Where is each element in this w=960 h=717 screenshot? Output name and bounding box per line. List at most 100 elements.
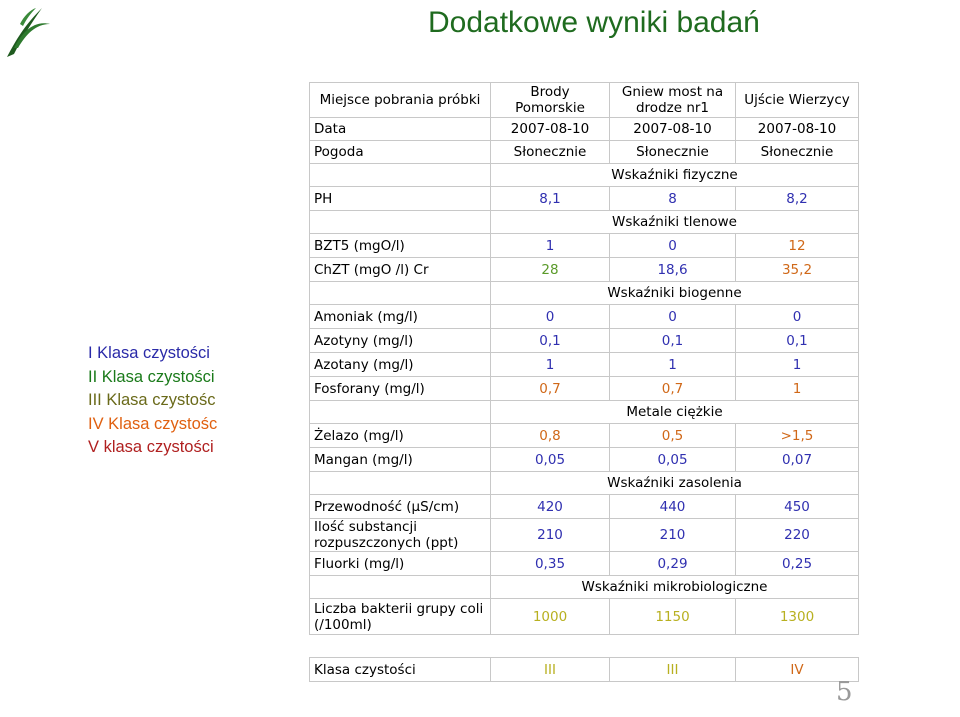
cell-value: 0,29 <box>609 551 736 576</box>
row-label: Azotany (mg/l) <box>309 352 491 377</box>
table-row: Azotyny (mg/l) 0,1 0,1 0,1 <box>309 328 859 353</box>
section-physical: Wskaźniki fizyczne <box>490 163 859 187</box>
cell-value: 1 <box>735 352 859 377</box>
cell-value: 0 <box>735 304 859 329</box>
cell-value: 210 <box>490 518 610 552</box>
header-site-brody: Brody Pomorskie <box>490 82 610 118</box>
page-number: 5 <box>836 677 853 707</box>
water-class-legend: I Klasa czystości II Klasa czystości III… <box>88 342 226 460</box>
legend-class-5: V klasa czystości <box>88 438 214 456</box>
table-row: Fluorki (mg/l) 0,35 0,29 0,25 <box>309 551 859 576</box>
cell-value: 0,1 <box>609 328 736 353</box>
cell-value: 450 <box>735 494 859 519</box>
cell-value: 1 <box>735 376 859 401</box>
cell-value: 1 <box>490 233 610 258</box>
page-title: Dodatkowe wyniki badań <box>428 6 760 39</box>
cell-value: 0,7 <box>490 376 610 401</box>
header-site-ujscie: Ujście Wierzycy <box>735 82 859 118</box>
row-label: Data <box>309 117 491 141</box>
cell-value: 0 <box>609 304 736 329</box>
cell-value: 1150 <box>609 598 736 635</box>
table-row: Klasa czystości III III IV <box>309 657 859 682</box>
cell-value: 0,8 <box>490 423 610 448</box>
cell-value: 0,1 <box>490 328 610 353</box>
cell-value: 0,05 <box>490 447 610 472</box>
cell-value: 0 <box>490 304 610 329</box>
table-row: Przewodność (μS/cm) 420 440 450 <box>309 494 859 519</box>
table-row: PH 8,1 8 8,2 <box>309 186 859 211</box>
cell-value: 8 <box>609 186 736 211</box>
cell-value: 210 <box>609 518 736 552</box>
cell-value: 8,2 <box>735 186 859 211</box>
header-site-gniew: Gniew most na drodze nr1 <box>609 82 736 118</box>
cell-value: 1000 <box>490 598 610 635</box>
row-label: Mangan (mg/l) <box>309 447 491 472</box>
section-micro: Wskaźniki mikrobiologiczne <box>490 575 859 599</box>
cell-value: 0,05 <box>609 447 736 472</box>
row-label: Ilość substancji rozpuszczonych (ppt) <box>309 518 491 552</box>
legend-class-1: I Klasa czystości <box>88 344 210 362</box>
row-label: Amoniak (mg/l) <box>309 304 491 329</box>
section-header-row: Wskaźniki zasolenia <box>309 471 859 495</box>
cell-value: 18,6 <box>609 257 736 282</box>
cell-value: 0 <box>609 233 736 258</box>
cell-value: 1 <box>490 352 610 377</box>
cell-value: 1300 <box>735 598 859 635</box>
class-value: III <box>490 657 610 682</box>
table-row: Amoniak (mg/l) 0 0 0 <box>309 304 859 329</box>
cell-value: 440 <box>609 494 736 519</box>
row-label: PH <box>309 186 491 211</box>
section-biogenic: Wskaźniki biogenne <box>490 281 859 305</box>
table-row: Pogoda Słonecznie Słonecznie Słonecznie <box>309 140 859 164</box>
table-row: BZT5 (mgO/l) 1 0 12 <box>309 233 859 258</box>
legend-class-4: IV Klasa czystośc <box>88 414 218 433</box>
class-summary-table: Klasa czystości III III IV <box>309 657 859 682</box>
table-header-row: Miejsce pobrania próbki Brody Pomorskie … <box>309 82 859 118</box>
legend-class-2: II Klasa czystości <box>88 367 215 386</box>
cell-value: 2007-08-10 <box>490 117 610 141</box>
row-label: Fosforany (mg/l) <box>309 376 491 401</box>
row-label: Klasa czystości <box>309 657 491 682</box>
table-row: Liczba bakterii grupy coli (/100ml) 1000… <box>309 598 859 635</box>
row-label: Azotyny (mg/l) <box>309 328 491 353</box>
row-label: BZT5 (mgO/l) <box>309 233 491 258</box>
cell-value: 0,7 <box>609 376 736 401</box>
cell-value: 2007-08-10 <box>609 117 736 141</box>
table-row: Mangan (mg/l) 0,05 0,05 0,07 <box>309 447 859 472</box>
row-label: ChZT (mgO /l) Cr <box>309 257 491 282</box>
cell-value: 28 <box>490 257 610 282</box>
table-row: Azotany (mg/l) 1 1 1 <box>309 352 859 377</box>
cell-value: 2007-08-10 <box>735 117 859 141</box>
section-oxygen: Wskaźniki tlenowe <box>490 210 859 234</box>
cell-value: Słonecznie <box>735 140 859 164</box>
cell-value: Słonecznie <box>609 140 736 164</box>
bird-logo-icon <box>7 8 50 57</box>
table-row: Ilość substancji rozpuszczonych (ppt) 21… <box>309 518 859 552</box>
section-header-row: Wskaźniki tlenowe <box>309 210 859 234</box>
table-row: Fosforany (mg/l) 0,7 0,7 1 <box>309 376 859 401</box>
row-label: Żelazo (mg/l) <box>309 423 491 448</box>
section-header-row: Metale ciężkie <box>309 400 859 424</box>
class-value: III <box>609 657 736 682</box>
table-row: ChZT (mgO /l) Cr 28 18,6 35,2 <box>309 257 859 282</box>
section-metals: Metale ciężkie <box>490 400 859 424</box>
cell-value: 0,1 <box>735 328 859 353</box>
table-row: Żelazo (mg/l) 0,8 0,5 >1,5 <box>309 423 859 448</box>
cell-value: 8,1 <box>490 186 610 211</box>
row-label: Przewodność (μS/cm) <box>309 494 491 519</box>
cell-value: 220 <box>735 518 859 552</box>
cell-value: 1 <box>609 352 736 377</box>
section-header-row: Wskaźniki biogenne <box>309 281 859 305</box>
cell-value: 12 <box>735 233 859 258</box>
cell-value: 420 <box>490 494 610 519</box>
section-salinity: Wskaźniki zasolenia <box>490 471 859 495</box>
cell-value: Słonecznie <box>490 140 610 164</box>
cell-value: 0,5 <box>609 423 736 448</box>
table-row: Data 2007-08-10 2007-08-10 2007-08-10 <box>309 117 859 141</box>
row-label: Pogoda <box>309 140 491 164</box>
legend-class-3: III Klasa czystośc <box>88 391 216 409</box>
cell-value: 0,35 <box>490 551 610 576</box>
cell-value: >1,5 <box>735 423 859 448</box>
header-location: Miejsce pobrania próbki <box>309 82 491 118</box>
cell-value: 0,07 <box>735 447 859 472</box>
